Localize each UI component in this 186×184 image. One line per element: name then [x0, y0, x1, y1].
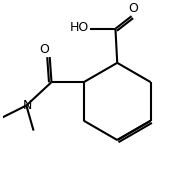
Text: N: N	[23, 99, 32, 112]
Text: HO: HO	[70, 21, 89, 34]
Text: O: O	[129, 2, 138, 15]
Text: O: O	[39, 43, 49, 56]
